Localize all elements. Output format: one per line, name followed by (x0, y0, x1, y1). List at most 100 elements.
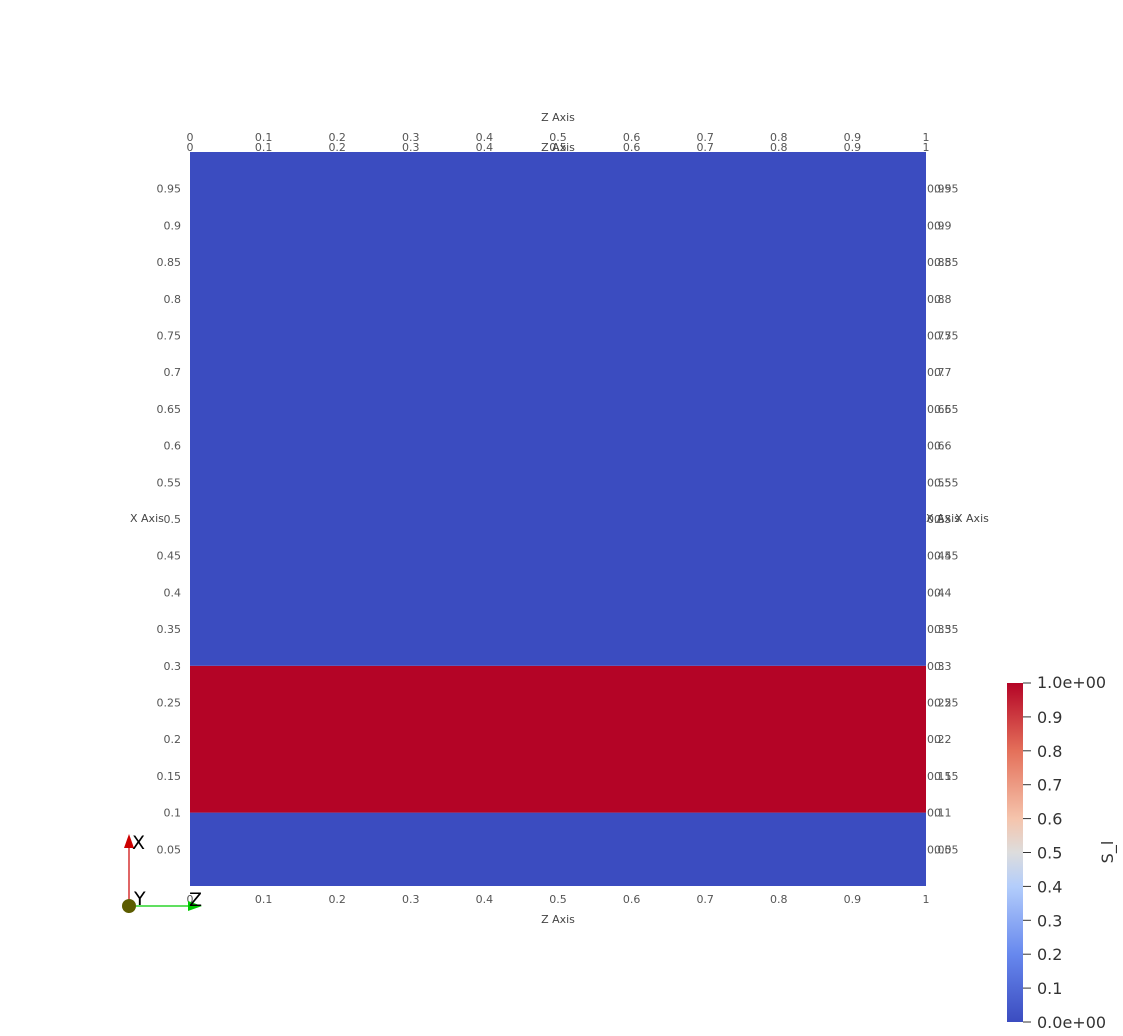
x-tick-top-2: 0.2 (328, 131, 346, 144)
y-tick-right-inner-0: 0.05 (927, 843, 952, 856)
x-tick-bottom-8: 0.8 (770, 893, 788, 906)
y-tick-right-inner-16: 0.85 (927, 256, 952, 269)
y-tick-left-7: 0.4 (164, 586, 182, 599)
colorbar-min-label: 0.0e+00 (1037, 1013, 1106, 1032)
x-tick-top-inner-10: 1 (923, 141, 930, 154)
y-tick-left-14: 0.75 (157, 330, 182, 343)
right-axis-title-inner: X Axis (926, 512, 960, 525)
right-axis-title: X Axis (955, 512, 989, 525)
y-tick-right-inner-10: 0.55 (927, 476, 952, 489)
x-tick-top-7: 0.7 (696, 131, 714, 144)
y-tick-left-0: 0.05 (157, 843, 182, 856)
x-tick-top-inner-6: 0.6 (623, 141, 641, 154)
y-tick-right-inner-12: 0.65 (927, 403, 952, 416)
x-tick-top-inner-5: 0.5 (549, 141, 567, 154)
y-tick-right-inner-4: 0.25 (927, 697, 952, 710)
x-tick-top-inner-2: 0.2 (328, 141, 346, 154)
x-tick-top-8: 0.8 (770, 131, 788, 144)
y-tick-right-12: 0.65 (934, 403, 959, 416)
y-tick-left-8: 0.45 (157, 550, 182, 563)
triad-z-arrow-icon (188, 901, 202, 911)
y-tick-right-inner-9: 0.5 (927, 513, 945, 526)
y-tick-left-5: 0.3 (164, 660, 182, 673)
y-tick-left-15: 0.8 (164, 293, 182, 306)
y-tick-right-inner-3: 0.2 (927, 733, 945, 746)
y-tick-left-9: 0.5 (164, 513, 182, 526)
y-tick-right-18: 0.95 (934, 183, 959, 196)
y-tick-left-2: 0.15 (157, 770, 182, 783)
y-tick-right-9: 0.5 (934, 513, 952, 526)
triad-x-arrow-icon (124, 834, 134, 848)
y-tick-right-inner-14: 0.75 (927, 330, 952, 343)
x-tick-bottom-4: 0.4 (476, 893, 494, 906)
x-tick-top-0: 0 (187, 131, 194, 144)
x-tick-bottom-5: 0.5 (549, 893, 567, 906)
x-tick-bottom-3: 0.3 (402, 893, 420, 906)
x-tick-bottom-10: 1 (923, 893, 930, 906)
x-tick-top-inner-9: 0.9 (844, 141, 862, 154)
x-tick-top-4: 0.4 (476, 131, 494, 144)
data-region-layer (190, 152, 926, 886)
colorbar-gradient (1007, 683, 1023, 1022)
y-tick-left-18: 0.95 (157, 183, 182, 196)
x-tick-top-10: 1 (923, 131, 930, 144)
y-tick-right-inner-18: 0.95 (927, 183, 952, 196)
y-tick-right-inner-17: 0.9 (927, 219, 945, 232)
y-tick-left-1: 0.1 (164, 807, 182, 820)
x-tick-top-6: 0.6 (623, 131, 641, 144)
x-tick-top-3: 0.3 (402, 131, 420, 144)
x-tick-top-inner-1: 0.1 (255, 141, 273, 154)
colorbar-tick-label-0: 0.9 (1037, 708, 1062, 727)
triad-z-label: Z (189, 889, 202, 911)
y-tick-right-13: 0.7 (934, 366, 952, 379)
colorbar-tick-label-1: 0.8 (1037, 742, 1062, 761)
x-tick-top-5: 0.5 (549, 131, 567, 144)
colorbar-tick-label-3: 0.6 (1037, 810, 1062, 829)
colorbar-tick-label-4: 0.5 (1037, 844, 1062, 863)
colorbar-tick-label-5: 0.4 (1037, 877, 1062, 896)
colorbar-max-label: 1.0e+00 (1037, 673, 1106, 692)
data-region-0 (190, 812, 926, 886)
y-tick-left-13: 0.7 (164, 366, 182, 379)
y-tick-left-4: 0.25 (157, 697, 182, 710)
x-tick-top-1: 0.1 (255, 131, 273, 144)
left-axis-title: X Axis (130, 512, 164, 525)
y-tick-left-6: 0.35 (157, 623, 182, 636)
x-tick-top-inner-3: 0.3 (402, 141, 420, 154)
colorbar: 1.0e+00 0.0e+00 0.9 0.8 0.7 0.6 0.5 0.4 0.3 0.2… (1007, 673, 1118, 1032)
colorbar-tick-label-7: 0.2 (1037, 945, 1062, 964)
y-tick-right-7: 0.4 (934, 586, 952, 599)
axis-tick-layer: 0000.10.10.10.20.20.20.30.30.30.40.40.40… (157, 131, 959, 906)
x-tick-top-inner-8: 0.8 (770, 141, 788, 154)
triad-x-label: X (132, 832, 145, 854)
y-tick-right-inner-5: 0.3 (927, 660, 945, 673)
x-tick-top-inner-0: 0 (187, 141, 194, 154)
x-tick-bottom-1: 0.1 (255, 893, 273, 906)
y-tick-right-inner-15: 0.8 (927, 293, 945, 306)
y-tick-right-inner-2: 0.15 (927, 770, 952, 783)
y-tick-right-3: 0.2 (934, 733, 952, 746)
y-tick-right-16: 0.85 (934, 256, 959, 269)
x-tick-bottom-6: 0.6 (623, 893, 641, 906)
x-tick-bottom-0: 0 (187, 893, 194, 906)
y-tick-right-11: 0.6 (934, 440, 952, 453)
y-tick-left-12: 0.65 (157, 403, 182, 416)
colorbar-tick-label-6: 0.3 (1037, 911, 1062, 930)
y-tick-right-0: 0.05 (934, 843, 959, 856)
x-tick-bottom-7: 0.7 (696, 893, 714, 906)
x-tick-top-9: 0.9 (844, 131, 862, 144)
top-axis-title: Z Axis (541, 111, 575, 124)
y-tick-right-10: 0.55 (934, 476, 959, 489)
y-tick-left-10: 0.55 (157, 476, 182, 489)
y-tick-right-4: 0.25 (934, 697, 959, 710)
y-tick-right-inner-1: 0.1 (927, 807, 945, 820)
y-tick-right-2: 0.15 (934, 770, 959, 783)
x-tick-top-inner-7: 0.7 (696, 141, 714, 154)
triad-y-label: Y (133, 888, 146, 910)
orientation-axes[interactable]: X Z Y (122, 832, 202, 913)
x-tick-top-inner-4: 0.4 (476, 141, 494, 154)
y-tick-left-3: 0.2 (164, 733, 182, 746)
colorbar-tick-label-2: 0.7 (1037, 776, 1062, 795)
colorbar-tick-label-8: 0.1 (1037, 979, 1062, 998)
